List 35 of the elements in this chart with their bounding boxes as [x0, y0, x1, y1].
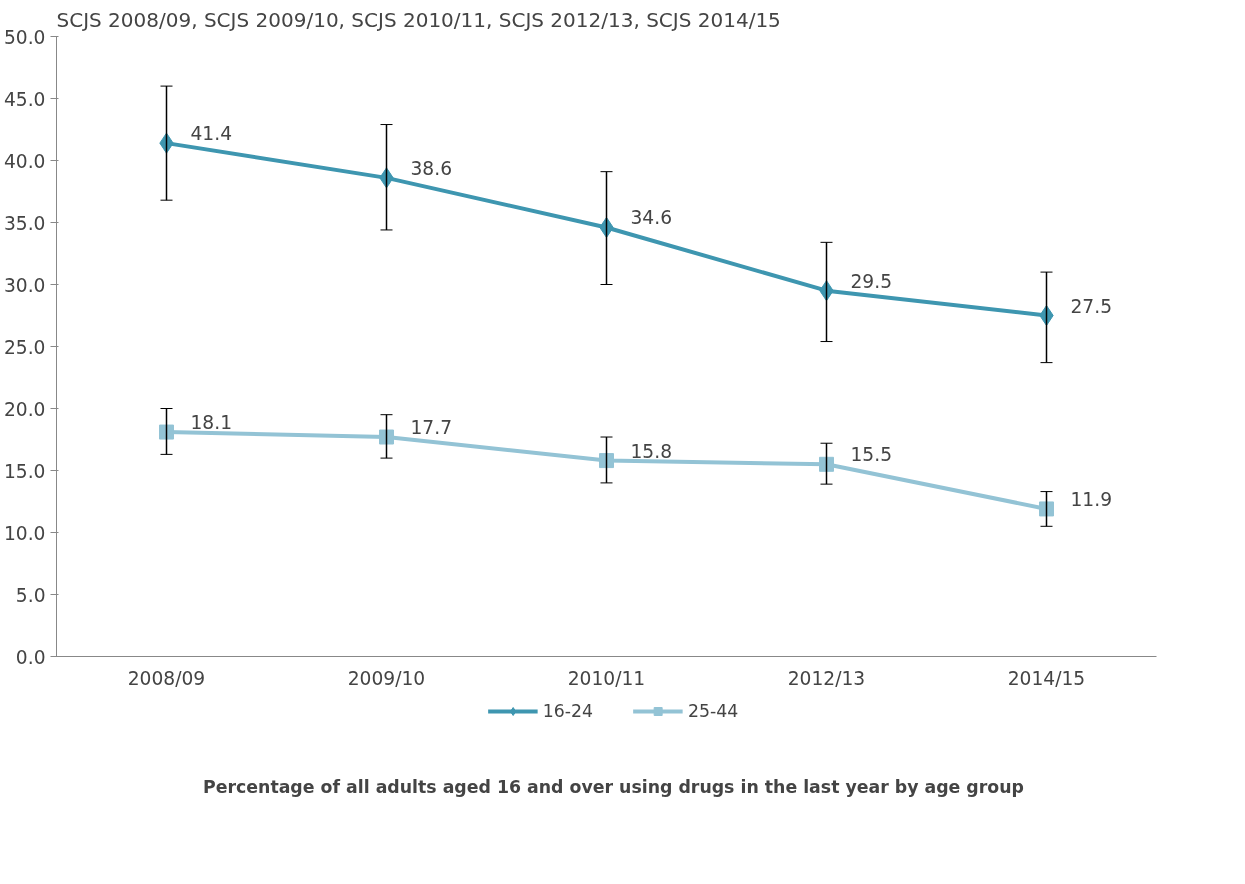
- data-label: 11.9: [1070, 488, 1113, 510]
- y-tick-label: 0.0: [15, 646, 46, 668]
- data-label: 27.5: [1070, 295, 1113, 317]
- point: [379, 429, 394, 445]
- data-label: 15.8: [630, 440, 673, 462]
- y-tick-label: 35.0: [3, 212, 46, 234]
- legend-label: 16-24: [542, 701, 593, 721]
- y-tick-label: 15.0: [3, 460, 46, 482]
- y-tick-label: 5.0: [15, 584, 46, 606]
- data-label: 15.5: [850, 444, 893, 466]
- data-label: 29.5: [850, 270, 893, 292]
- x-tick-label: 2012/13: [787, 667, 866, 689]
- legend-label: 25-44: [688, 701, 739, 721]
- x-tick-label: 2009/10: [347, 667, 426, 689]
- x-tick-label: 2010/11: [567, 667, 646, 689]
- y-tick-label: 30.0: [3, 274, 46, 296]
- data-label: 38.6: [410, 157, 453, 179]
- point: [819, 456, 834, 472]
- y-tick-label: 45.0: [3, 88, 46, 110]
- point: [159, 424, 174, 440]
- x-tick-label: 2014/15: [1007, 667, 1086, 689]
- y-tick-label: 40.0: [3, 150, 46, 172]
- data-label: 34.6: [630, 207, 673, 229]
- y-tick-label: 25.0: [3, 336, 46, 358]
- data-label: 18.1: [190, 412, 233, 434]
- y-tick-label: 20.0: [3, 398, 46, 420]
- y-tick-label: 10.0: [3, 522, 46, 544]
- data-label: 41.4: [190, 123, 233, 145]
- point: [1039, 501, 1054, 517]
- data-label: 17.7: [410, 417, 453, 439]
- point: [599, 453, 614, 469]
- chart-subtitle: SCJS 2008/09, SCJS 2009/10, SCJS 2010/11, SCJS 2012/13, SCJS 2014/15: [56, 7, 781, 32]
- y-tick-label: 50.0: [3, 26, 46, 48]
- text: Percentage of all adults aged 16 and over using drugs in the last year by age group: [203, 776, 1024, 797]
- x-tick-label: 2008/09: [127, 667, 206, 689]
